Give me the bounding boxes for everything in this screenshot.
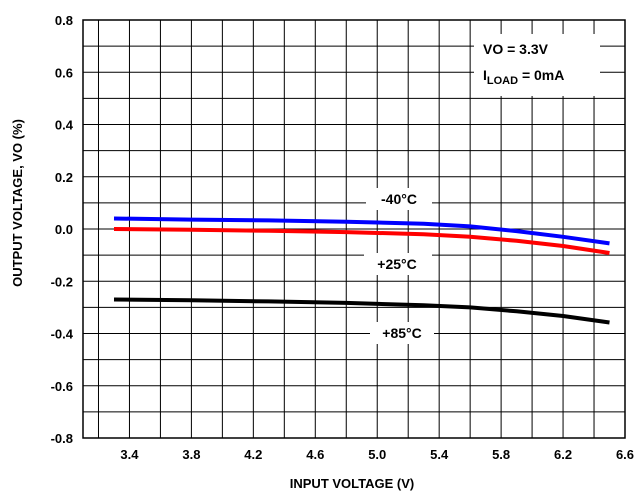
iload-suffix: = 0mA bbox=[518, 67, 564, 83]
label-bg-85 bbox=[370, 322, 434, 344]
x-tick-label: 6.2 bbox=[554, 447, 572, 462]
condition-box: VO = 3.3V ILOAD = 0mA bbox=[474, 34, 600, 96]
y-tick-label: -0.2 bbox=[51, 274, 73, 289]
x-tick-labels: 3.4 3.8 4.2 4.6 5.0 5.4 5.8 6.2 6.6 bbox=[120, 447, 634, 462]
series-line-0 bbox=[113, 216, 610, 246]
series-line-2 bbox=[113, 297, 610, 325]
plot-frame bbox=[82, 19, 626, 439]
iload-condition-label: ILOAD = 0mA bbox=[483, 67, 564, 87]
series-labels: -40°C +25°C +85°C bbox=[364, 188, 434, 344]
y-tick-label: 0.8 bbox=[55, 13, 73, 28]
label-bg-25 bbox=[364, 253, 432, 275]
label-bg-m40 bbox=[366, 188, 432, 210]
x-tick-label: 3.4 bbox=[120, 447, 139, 462]
y-tick-label: 0.4 bbox=[55, 118, 74, 133]
vo-condition-label: VO = 3.3V bbox=[483, 41, 549, 57]
y-tick-label: -0.8 bbox=[51, 431, 73, 446]
x-tick-label: 3.8 bbox=[182, 447, 200, 462]
series-label-85: +85°C bbox=[382, 325, 421, 341]
x-tick-label: 4.6 bbox=[306, 447, 324, 462]
x-tick-label: 5.0 bbox=[368, 447, 386, 462]
y-tick-label: 0.0 bbox=[55, 222, 73, 237]
series-label-m40: -40°C bbox=[381, 191, 417, 207]
x-axis-title: INPUT VOLTAGE (V) bbox=[290, 476, 414, 491]
iload-prefix: I bbox=[483, 67, 487, 83]
y-axis-title: OUTPUT VOLTAGE, VO (%) bbox=[10, 119, 25, 287]
x-tick-label: 4.2 bbox=[244, 447, 262, 462]
series-label-25: +25°C bbox=[377, 256, 416, 272]
y-tick-label: -0.6 bbox=[51, 379, 73, 394]
y-tick-label: -0.4 bbox=[51, 327, 74, 342]
condition-box-bg bbox=[474, 34, 600, 96]
y-tick-label: 0.2 bbox=[55, 170, 73, 185]
x-tick-label: 5.4 bbox=[430, 447, 449, 462]
x-tick-label: 6.6 bbox=[616, 447, 634, 462]
y-tick-labels: -0.8 -0.6 -0.4 -0.2 0.0 0.2 0.4 0.6 0.8 bbox=[51, 13, 74, 446]
iload-subscript: LOAD bbox=[487, 75, 518, 87]
y-tick-label: 0.6 bbox=[55, 65, 73, 80]
series-lines bbox=[113, 216, 610, 325]
x-tick-label: 5.8 bbox=[492, 447, 510, 462]
series-line-1 bbox=[113, 227, 610, 255]
